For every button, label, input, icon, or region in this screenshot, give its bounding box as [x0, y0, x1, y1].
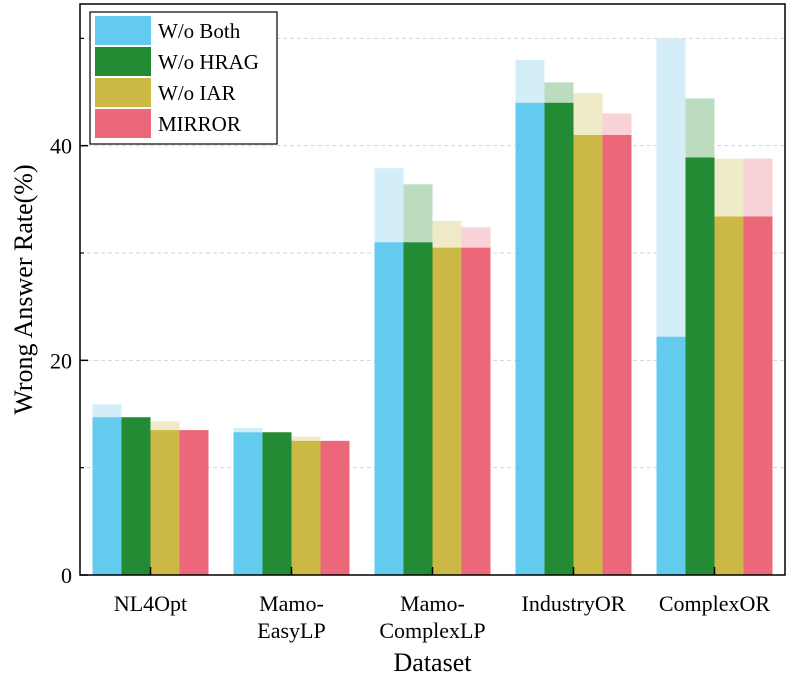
bar-range-w-o-both	[374, 168, 404, 243]
bar-range-w-o-iar	[714, 158, 744, 217]
bar-range-mirror	[461, 227, 491, 248]
bar-range-w-o-both	[515, 59, 545, 103]
x-tick-label: Mamo-	[400, 591, 465, 616]
legend-label: W/o IAR	[158, 81, 236, 105]
bar-range-w-o-both	[233, 427, 263, 433]
bar-mirror	[320, 440, 350, 575]
y-axis-title: Wrong Answer Rate(%)	[9, 164, 38, 414]
legend-label: W/o HRAG	[158, 50, 259, 74]
bars	[92, 38, 773, 576]
legend: W/o Both W/o HRAG W/o IAR MIRROR	[89, 11, 278, 145]
bar-w-o-both	[515, 102, 545, 576]
bar-range-w-o-iar	[291, 436, 321, 441]
y-tick-label: 40	[50, 134, 72, 159]
bar-w-o-iar	[432, 247, 462, 575]
x-tick-label: EasyLP	[257, 618, 325, 643]
bar-w-o-hrag	[121, 417, 151, 575]
bar-w-o-hrag	[403, 242, 433, 576]
x-tick-label: ComplexLP	[379, 618, 485, 643]
x-tick-label: Mamo-	[259, 591, 324, 616]
bar-mirror	[602, 134, 632, 575]
bar-range-mirror	[602, 113, 632, 135]
bar-mirror	[179, 430, 209, 575]
x-tick-label: NL4Opt	[114, 591, 187, 616]
bar-w-o-hrag	[685, 157, 715, 575]
legend-swatch	[95, 47, 151, 76]
bar-range-mirror	[743, 158, 773, 217]
bar-w-o-both	[92, 417, 122, 575]
legend-label: MIRROR	[158, 112, 241, 136]
x-tick-label: IndustryOR	[522, 591, 626, 616]
bar-range-w-o-iar	[573, 93, 603, 135]
x-axis-title: Dataset	[394, 648, 473, 677]
bar-w-o-both	[656, 336, 686, 575]
bar-range-w-o-hrag	[403, 184, 433, 243]
bar-range-w-o-both	[92, 404, 122, 418]
bar-w-o-both	[233, 432, 263, 575]
bar-range-w-o-both	[656, 38, 686, 337]
legend-swatch	[95, 16, 151, 45]
bar-range-w-o-iar	[432, 220, 462, 248]
y-tick-label: 20	[50, 348, 72, 373]
bar-w-o-hrag	[544, 102, 574, 576]
bar-w-o-hrag	[262, 432, 292, 575]
bar-w-o-iar	[714, 216, 744, 576]
bar-w-o-both	[374, 242, 404, 576]
bar-mirror	[743, 216, 773, 576]
bar-mirror	[461, 247, 491, 575]
bar-w-o-iar	[291, 440, 321, 575]
legend-swatch	[95, 78, 151, 107]
bar-w-o-iar	[150, 430, 180, 575]
legend-label: W/o Both	[158, 19, 241, 43]
x-tick-label: ComplexOR	[659, 591, 771, 616]
bar-range-w-o-iar	[150, 421, 180, 431]
bar-range-w-o-hrag	[685, 98, 715, 158]
legend-swatch	[95, 109, 151, 138]
bar-range-w-o-hrag	[544, 82, 574, 103]
bar-w-o-iar	[573, 134, 603, 575]
y-tick-label: 0	[61, 563, 72, 588]
